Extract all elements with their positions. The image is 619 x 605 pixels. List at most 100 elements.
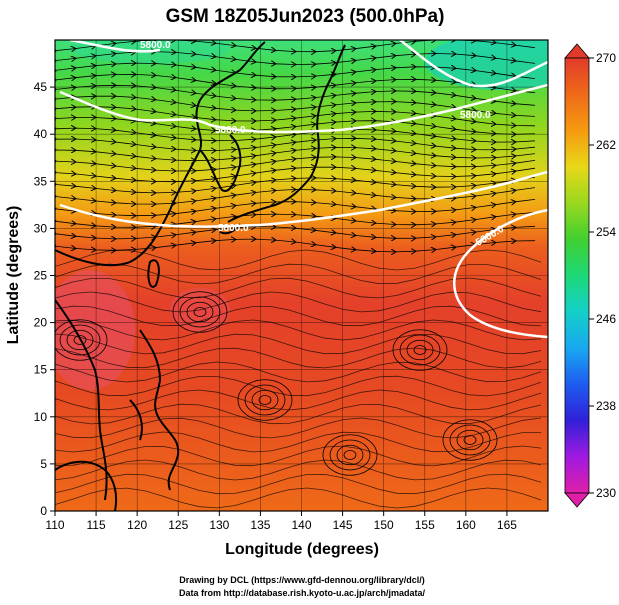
- streamline: [55, 445, 542, 467]
- x-tick-label: 150: [374, 518, 394, 532]
- warm-patch-west: [55, 270, 135, 390]
- streamline: [55, 249, 542, 271]
- vortex-streamline: [463, 435, 477, 445]
- colorbar: 270 262 254 246 238 230: [564, 43, 616, 508]
- map-title: GSM 18Z05Jun2023 (500.0hPa): [166, 6, 445, 27]
- colorbar-bar: [564, 57, 590, 494]
- vortex-streamline: [343, 450, 357, 460]
- x-tick-label: 160: [456, 518, 476, 532]
- streamline: [55, 277, 542, 299]
- contour-label-3: 5800.0: [460, 110, 491, 121]
- x-tick-label: 130: [209, 518, 229, 532]
- contour-label-2: 5800.0: [218, 223, 249, 234]
- contour-label-5: 5800.0: [140, 40, 171, 51]
- colorbar-ticks: 270 262 254 246 238 230: [589, 51, 616, 500]
- y-tick-label: 40: [34, 127, 48, 141]
- y-tick-label: 20: [34, 316, 48, 330]
- x-tick-label: 135: [250, 518, 270, 532]
- colorbar-max-arrow: [564, 43, 590, 59]
- contour-label-1: 5800.0: [215, 125, 246, 136]
- y-tick-label: 35: [34, 174, 48, 188]
- x-tick-label: 155: [415, 518, 435, 532]
- streamline: [55, 473, 542, 495]
- y-tick-label: 45: [34, 80, 48, 94]
- x-tick-label: 115: [87, 518, 106, 532]
- mainland-coast: [55, 41, 266, 267]
- colorbar-tick-label: 254: [596, 225, 616, 239]
- colorbar-tick-label: 230: [596, 486, 616, 500]
- y-tick-label: 30: [34, 221, 48, 235]
- borneo-coast: [55, 460, 118, 511]
- vortex-streamline: [66, 329, 94, 351]
- y-tick-label: 15: [34, 363, 48, 377]
- y-tick-label: 0: [40, 504, 47, 518]
- colorbar-min-arrow: [564, 492, 590, 508]
- streamline: [55, 403, 542, 425]
- x-tick-label: 120: [127, 518, 147, 532]
- contour-5800-middle: [59, 170, 548, 228]
- x-axis-title: Longitude (degrees): [225, 541, 379, 558]
- vortex-streamline: [456, 429, 484, 451]
- vortex-streamline: [442, 419, 498, 461]
- vortex-streamline: [244, 384, 286, 416]
- vortex-streamline: [329, 439, 371, 471]
- indochina-coast: [55, 299, 108, 501]
- contours-5800: [59, 40, 548, 339]
- x-tick-label: 165: [497, 518, 517, 532]
- contour-5800-top-left: [69, 40, 161, 53]
- credit-data: Data from http://database.rish.kyoto-u.a…: [179, 588, 426, 598]
- japan-coast: [227, 44, 346, 223]
- vortex-streamline: [193, 307, 207, 317]
- contour-5800-east: [453, 208, 548, 339]
- taiwan-coast: [147, 259, 160, 288]
- colorbar-tick-label: 238: [596, 399, 616, 413]
- x-tick-label: 145: [333, 518, 353, 532]
- vortex-streamline: [59, 324, 101, 356]
- vortex-streamline: [251, 389, 279, 411]
- vortex-streamline: [322, 434, 378, 476]
- x-tick-label: 110: [45, 518, 64, 532]
- contour-5800-north: [59, 83, 548, 134]
- streamline: [55, 319, 542, 341]
- streamline: [55, 305, 542, 327]
- vortex-streamline: [55, 319, 108, 361]
- korea-coast: [199, 134, 242, 192]
- streamline: [55, 375, 542, 397]
- vortex-streamline: [237, 379, 293, 421]
- y-axis-title: Latitude (degrees): [5, 206, 22, 345]
- streamline: [55, 417, 542, 439]
- streamline: [55, 347, 542, 369]
- vortex-streamline: [73, 335, 87, 345]
- plot-area: 5800.0 5800.0 5800.0 5800.0 5800.0: [55, 40, 548, 511]
- streamline: [55, 361, 542, 383]
- vortex-streamline: [186, 301, 214, 323]
- x-tick-label: 140: [291, 518, 311, 532]
- streamline: [55, 459, 542, 481]
- streamline: [55, 291, 542, 313]
- philippines-west-coast: [129, 399, 143, 441]
- vortex-streamline: [172, 291, 228, 333]
- colorbar-tick-label: 270: [596, 51, 616, 65]
- coastlines: [55, 41, 346, 511]
- x-tick-label: 125: [168, 518, 188, 532]
- credit-drawing: Drawing by DCL (https://www.gfd-dennou.o…: [179, 575, 425, 585]
- streamline: [55, 487, 542, 509]
- y-tick-label: 5: [40, 457, 47, 471]
- vortex-streamline: [413, 345, 427, 355]
- vortex-streamline: [258, 395, 272, 405]
- y-tick-label: 10: [34, 410, 48, 424]
- streamline: [55, 389, 542, 411]
- x-axis-ticks: 110 115 120 125 130 135 140 145 150 155 160 165: [45, 511, 517, 532]
- philippines-coast: [139, 329, 180, 491]
- streamline: [55, 333, 542, 355]
- streamlines: [55, 40, 542, 509]
- vortex-streamline: [336, 444, 364, 466]
- vortex-streamline: [399, 334, 441, 366]
- vortex-streamline: [392, 329, 448, 371]
- y-tick-label: 25: [34, 269, 48, 283]
- vortex-streamline: [449, 424, 491, 456]
- colorbar-tick-label: 246: [596, 312, 616, 326]
- colorbar-tick-label: 262: [596, 138, 616, 152]
- y-axis-ticks: 0 5 10 15 20 25 30 35 40 45: [34, 80, 55, 518]
- contour-5800-top-right: [399, 40, 548, 88]
